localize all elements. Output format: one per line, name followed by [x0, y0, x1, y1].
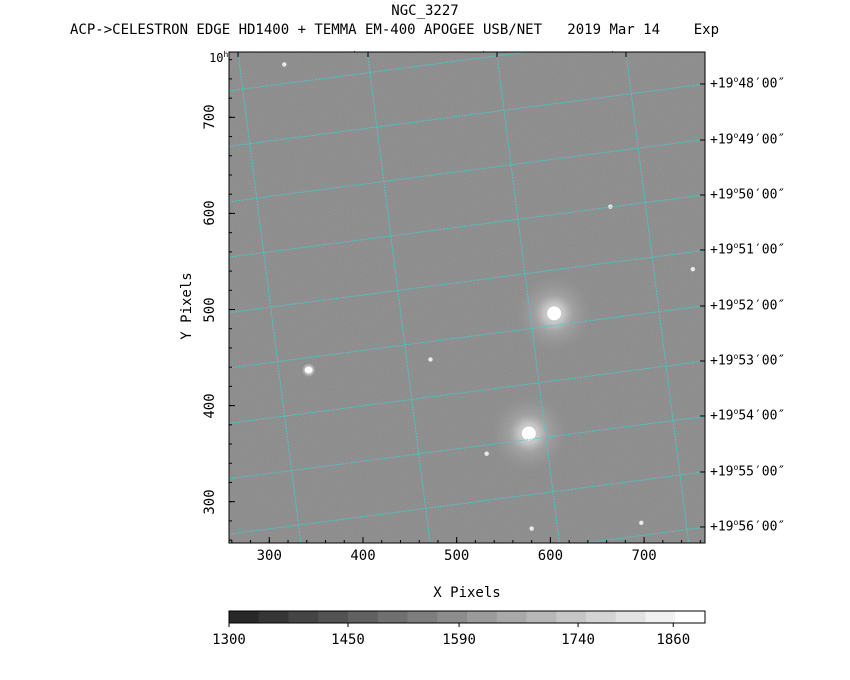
colorbar-segment: [645, 611, 676, 623]
x-tick-label: 400: [350, 548, 376, 564]
dec-grid-line: [229, 415, 705, 480]
dec-grid-line: [229, 138, 705, 203]
colorbar-segment: [377, 611, 408, 623]
ra-grid-line: [366, 52, 431, 543]
dec-label: +19o56′00″: [710, 518, 786, 535]
colorbar: [228, 610, 706, 627]
x-axis-label: X Pixels: [433, 585, 501, 601]
faint-source: [639, 520, 644, 526]
colorbar-segment: [556, 611, 587, 623]
dec-label: +19o52′00″: [710, 297, 786, 314]
image-frame: [228, 51, 706, 544]
colorbar-segment: [437, 611, 468, 623]
faint-source: [484, 451, 489, 456]
colorbar-tick-label: 1300: [212, 632, 246, 648]
medium-source: [304, 367, 313, 374]
colorbar-segment: [586, 611, 617, 623]
faint-source: [282, 62, 287, 67]
colorbar-segment: [229, 611, 260, 623]
dec-grid-line: [229, 52, 531, 92]
dec-label: +19o49′00″: [710, 131, 786, 148]
faint-source: [529, 526, 534, 531]
faint-source: [690, 266, 696, 272]
colorbar-segment: [496, 611, 527, 623]
colorbar-segment: [318, 611, 349, 623]
dec-label: +19o53′00″: [710, 352, 786, 369]
colorbar-tick-label: 1860: [656, 632, 691, 648]
dec-grid-line: [229, 360, 705, 424]
ra-grid-line: [496, 52, 560, 543]
ra-grid-line: [109, 52, 172, 543]
colorbar-tick-label: 1450: [331, 632, 365, 648]
colorbar-segment: [258, 611, 289, 623]
dec-grid-line: [580, 526, 705, 543]
x-tick-label: 500: [444, 548, 470, 564]
dec-label: +19o51′00″: [710, 241, 786, 258]
colorbar-segment: [467, 611, 498, 623]
dec-label: +19o54′00″: [710, 407, 786, 424]
instrument-subtitle: ACP->CELESTRON EDGE HD1400 + TEMMA EM-40…: [70, 22, 720, 38]
colorbar-segment: [348, 611, 379, 623]
x-tick-label: 600: [537, 548, 564, 564]
dec-grid-line: [229, 305, 705, 369]
image-noise: [229, 52, 705, 543]
dec-label: +19o48′00″: [710, 75, 786, 92]
faint-source: [428, 357, 433, 362]
dec-grid-line: [229, 471, 705, 535]
dec-grid-line: [229, 249, 705, 314]
dec-label: +19o50′00″: [710, 186, 786, 203]
colorbar-segment: [288, 611, 319, 623]
axis-ticks: [229, 52, 705, 543]
dec-label: +19o55′00″: [710, 463, 786, 480]
colorbar-segment: [675, 611, 706, 623]
ra-grid-line: [237, 52, 302, 543]
colorbar-segment: [407, 611, 438, 623]
colorbar-segment: [526, 611, 557, 623]
dec-grid-line: [229, 194, 705, 258]
dec-grid-line: [229, 83, 705, 147]
ra-grid-line: [755, 52, 818, 543]
ra-grid-line: [625, 52, 690, 543]
colorbar-tick-label: 1590: [442, 632, 476, 648]
x-tick-label: 300: [256, 548, 282, 564]
bright-source: [521, 426, 536, 441]
bright-source: [547, 306, 562, 321]
colorbar-segment: [615, 611, 646, 623]
colorbar-tick-label: 1740: [561, 632, 595, 648]
colorbar-frame: [228, 610, 706, 624]
coordinate-grid: [109, 52, 818, 543]
x-tick-label: 700: [631, 548, 657, 564]
image-title: NGC_3227: [391, 3, 459, 19]
